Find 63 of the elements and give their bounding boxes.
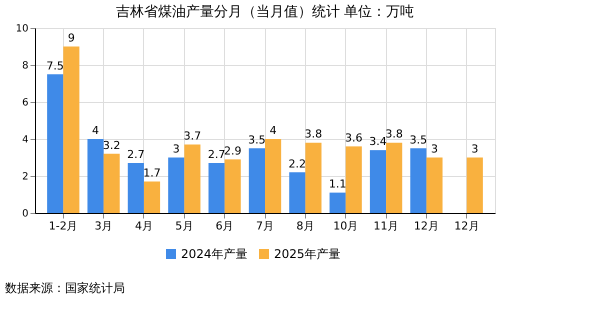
data-label: 3.2 — [102, 138, 120, 152]
legend-label: 2024年产量 — [181, 247, 248, 261]
x-tick-label: 8月 — [296, 220, 314, 232]
x-tick-label: 12月 — [454, 220, 480, 232]
y-tick-label: 8 — [22, 60, 28, 72]
data-label: 3.4 — [369, 135, 387, 148]
bar — [289, 172, 306, 213]
data-label: 3.5 — [410, 133, 428, 146]
bar — [224, 159, 241, 213]
y-tick-label: 2 — [22, 172, 28, 182]
x-tick-label: 12月 — [414, 220, 439, 232]
bar — [248, 148, 265, 213]
chart-title: 吉林省煤油产量分月（当月值）统计 单位：万吨 — [116, 4, 414, 20]
data-label: 2.9 — [224, 144, 242, 158]
data-label: 1.7 — [143, 166, 161, 180]
bar — [265, 139, 282, 213]
data-label: 3.6 — [345, 131, 363, 144]
legend-label: 2025年产量 — [274, 247, 341, 261]
data-label: 7.5 — [46, 59, 64, 72]
data-label: 3.7 — [184, 130, 202, 143]
data-label: 3.8 — [385, 128, 403, 141]
bar — [330, 192, 346, 213]
data-label: 4 — [92, 124, 100, 137]
x-tick-label: 11月 — [374, 220, 399, 232]
bar — [466, 158, 483, 213]
data-label: 3 — [430, 142, 438, 156]
bar — [410, 148, 426, 213]
x-tick-label: 5月 — [175, 220, 194, 232]
x-tick-label: 4月 — [134, 220, 153, 232]
bar — [168, 158, 184, 213]
bar — [47, 74, 64, 213]
bar — [128, 163, 144, 213]
x-tick-label: 10月 — [333, 220, 358, 232]
x-tick-label: 3月 — [94, 220, 113, 232]
y-tick-label: 10 — [16, 24, 28, 34]
bar — [104, 154, 120, 213]
bar — [63, 46, 80, 213]
x-tick-label: 7月 — [256, 220, 274, 232]
data-label: 2.2 — [288, 157, 306, 170]
bar — [144, 182, 160, 213]
bar — [426, 158, 443, 213]
x-tick-label: 1-2月 — [48, 220, 78, 232]
bar — [370, 150, 386, 213]
bar — [305, 142, 322, 213]
bar — [208, 163, 225, 213]
data-label: 3.5 — [248, 133, 266, 146]
x-tick-label: 6月 — [216, 220, 234, 232]
y-tick-label: 6 — [22, 98, 28, 108]
data-label: 3 — [172, 142, 180, 156]
bar — [184, 144, 200, 213]
data-label: 2.7 — [127, 148, 145, 162]
bar — [386, 142, 402, 213]
data-label: 9 — [68, 32, 75, 44]
data-label: 4 — [270, 124, 277, 137]
bar — [346, 146, 362, 213]
data-label: 2.7 — [208, 148, 226, 162]
source-note: 数据来源：国家统计局 — [5, 281, 125, 295]
data-label: 3.8 — [304, 128, 322, 141]
y-tick-label: 0 — [22, 208, 28, 220]
bar — [87, 139, 104, 213]
y-tick-label: 4 — [22, 134, 28, 146]
data-label: 3 — [471, 142, 478, 156]
data-label: 1.1 — [328, 178, 346, 191]
